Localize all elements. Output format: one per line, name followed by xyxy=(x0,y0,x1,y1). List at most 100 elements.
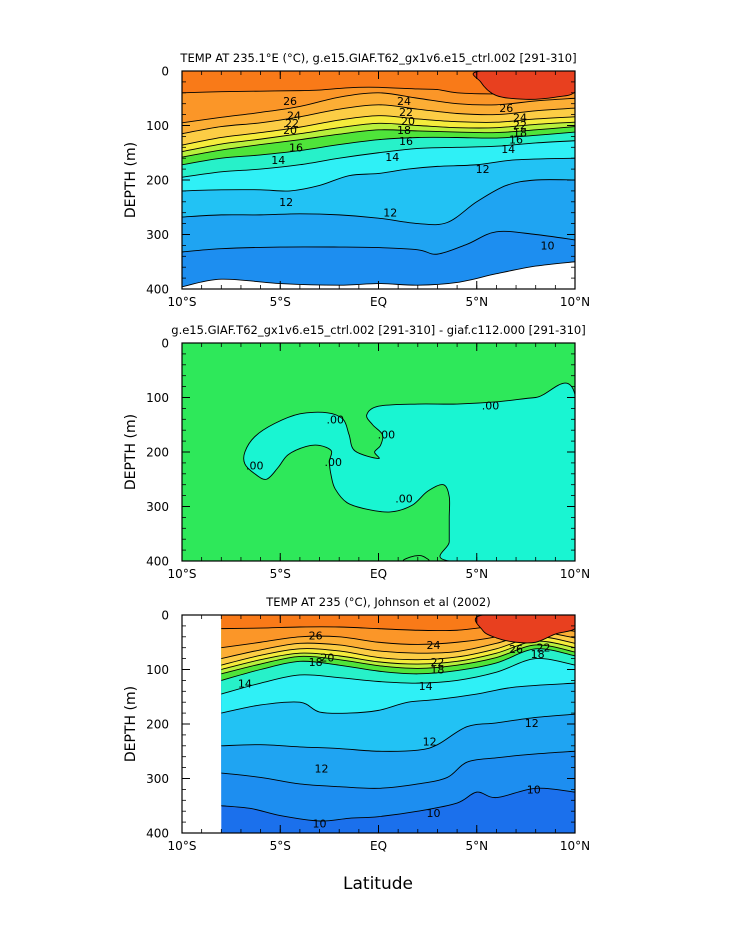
contour-line-5 xyxy=(221,682,575,714)
y-axis-label: DEPTH (m) xyxy=(123,686,139,762)
contour-label: 16 xyxy=(289,141,303,154)
contour-label: .00 xyxy=(327,413,345,426)
contour-line-1 xyxy=(182,261,575,288)
contour-line-7 xyxy=(221,648,575,681)
x-tick-label: 5°N xyxy=(465,839,488,853)
y-axis-label: DEPTH (m) xyxy=(123,414,139,490)
contour-line-11 xyxy=(182,92,575,124)
x-tick-label: EQ xyxy=(370,295,387,309)
contour-label: 10 xyxy=(540,239,554,252)
contour-label: 12 xyxy=(423,735,437,748)
contour-line-9 xyxy=(182,115,575,146)
y-axis-label: DEPTH (m) xyxy=(123,142,139,218)
y-tick-label: 400 xyxy=(146,827,169,841)
contour-label: 26 xyxy=(283,95,297,108)
y-tick-label: 300 xyxy=(146,500,169,514)
contour-label: 12 xyxy=(279,196,293,209)
contour-label: 24 xyxy=(397,95,411,108)
contour-label: 22 xyxy=(513,119,527,132)
y-tick-label: 100 xyxy=(146,119,169,133)
contour-label: 18 xyxy=(531,648,545,661)
y-tick-label: 200 xyxy=(146,446,169,460)
contour-label: 20 xyxy=(401,115,415,128)
contour-label: 22 xyxy=(285,117,299,130)
contour-line-7 xyxy=(182,126,575,158)
contour-line-8 xyxy=(182,121,575,153)
contour-line-9 xyxy=(221,640,575,670)
contour-label: 14 xyxy=(238,678,252,691)
contour-label: 16 xyxy=(399,135,413,148)
contour-label: .00 xyxy=(325,456,343,469)
y-tick-label: 400 xyxy=(146,555,169,569)
contour-line-8 xyxy=(221,644,575,675)
contour-label: 12 xyxy=(476,163,490,176)
x-tick-label: 5°N xyxy=(465,295,488,309)
x-tick-label: 10°N xyxy=(560,839,590,853)
y-tick-label: 200 xyxy=(146,174,169,188)
y-tick-label: 200 xyxy=(146,718,169,732)
contour-label: 10 xyxy=(427,807,441,820)
contour-label: 10 xyxy=(313,818,327,831)
x-tick-label: 10°N xyxy=(560,295,590,309)
plot-area xyxy=(221,615,575,833)
contour-label: 16 xyxy=(509,134,523,147)
contour-label: 12 xyxy=(525,717,539,730)
contour-label: 20 xyxy=(283,124,297,137)
contour-label: 24 xyxy=(427,639,441,652)
contour-label: 22 xyxy=(537,642,551,655)
contour-region-1 xyxy=(243,382,575,561)
contour-region-1 xyxy=(474,615,575,644)
contour-label: 18 xyxy=(513,127,527,140)
contour-label: 10 xyxy=(527,783,541,796)
y-tick-label: 400 xyxy=(146,283,169,297)
x-tick-label: 10°S xyxy=(168,567,197,581)
contour-label: 26 xyxy=(509,643,523,656)
contour-line-10 xyxy=(182,104,575,135)
plot-area xyxy=(182,71,575,288)
y-tick-label: 0 xyxy=(161,337,169,351)
x-tick-label: 10°S xyxy=(168,295,197,309)
panel-title: g.e15.GIAF.T62_gx1v6.e15_ctrl.002 [291-3… xyxy=(171,323,585,337)
contour-label: 26 xyxy=(499,102,513,115)
contour-label: 18 xyxy=(309,656,323,669)
contour-label: 22 xyxy=(399,106,413,119)
y-tick-label: 100 xyxy=(146,663,169,677)
contour-label: 24 xyxy=(513,111,527,124)
contour-label: .00 xyxy=(395,492,413,505)
contour-line-5 xyxy=(182,140,575,178)
x-axis-label: Latitude xyxy=(343,874,413,894)
y-tick-label: 0 xyxy=(161,609,169,623)
contour-line-2 xyxy=(182,230,575,255)
contour-panel-3: 10°S 5°S EQ 5°N 10°N 0 100 200 300 400 TEMP AT 235… xyxy=(123,595,590,853)
contour-label: 14 xyxy=(385,151,399,164)
plot-area xyxy=(182,343,575,561)
contour-label: 24 xyxy=(287,110,301,123)
contour-label: 26 xyxy=(309,630,323,643)
panel-title: TEMP AT 235.1°E (°C), g.e15.GIAF.T62_gx1… xyxy=(179,51,576,65)
x-tick-label: EQ xyxy=(370,567,387,581)
contour-region-2 xyxy=(402,555,430,561)
y-tick-label: 100 xyxy=(146,391,169,405)
x-tick-label: 5°S xyxy=(270,839,291,853)
contour-label: 14 xyxy=(501,143,515,156)
contour-region-1 xyxy=(472,71,575,100)
contour-label: 22 xyxy=(430,656,444,669)
contour-line-3 xyxy=(221,750,575,789)
x-tick-label: 10°N xyxy=(560,567,590,581)
contour-label: 14 xyxy=(419,680,433,693)
contour-label: 12 xyxy=(383,207,397,220)
contour-panel-2: 10°S 5°S EQ 5°N 10°N 0 100 200 300 400 g.e15.GIAF.… xyxy=(123,323,590,581)
contour-label: .00 xyxy=(482,400,500,413)
contour-label: 18 xyxy=(430,664,444,677)
contour-line-4 xyxy=(221,713,575,752)
contour-line-4 xyxy=(182,157,575,192)
contour-label: .00 xyxy=(246,460,264,473)
x-tick-label: EQ xyxy=(370,839,387,853)
y-tick-label: 0 xyxy=(161,65,169,79)
panel-title: TEMP AT 235 (°C), Johnson et al (2002) xyxy=(265,595,490,609)
contour-line-3 xyxy=(182,179,575,226)
contour-panel-1: 10°S 5°S EQ 5°N 10°N 0 100 200 300 400 TEMP AT 235… xyxy=(123,51,590,309)
contour-label: 18 xyxy=(397,124,411,137)
contour-line-6 xyxy=(182,131,575,166)
